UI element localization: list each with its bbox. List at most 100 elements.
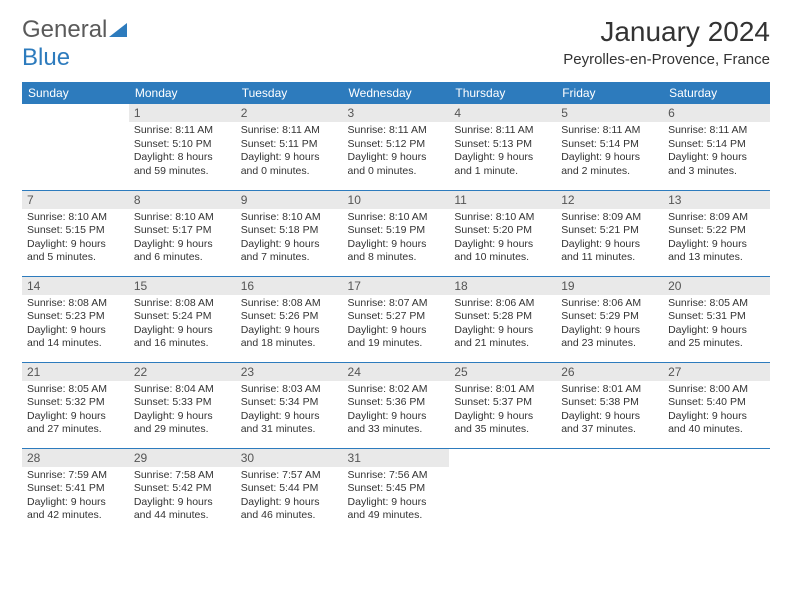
calendar-day-cell: 20 Sunrise: 8:05 AMSunset: 5:31 PMDayligh… (663, 276, 770, 362)
weekday-header: Friday (556, 82, 663, 104)
day-number: 11 (449, 191, 556, 209)
day-number: 3 (343, 104, 450, 122)
day-details: Sunrise: 8:00 AMSunset: 5:40 PMDaylight:… (668, 383, 765, 438)
day-details: Sunrise: 8:10 AMSunset: 5:19 PMDaylight:… (348, 211, 445, 266)
calendar-day-cell: 8 Sunrise: 8:10 AMSunset: 5:17 PMDaylight… (129, 190, 236, 276)
calendar-day-cell: . (449, 448, 556, 534)
logo-triangle-icon (109, 23, 127, 37)
day-details: Sunrise: 7:58 AMSunset: 5:42 PMDaylight:… (134, 469, 231, 524)
day-number: 8 (129, 191, 236, 209)
day-details: Sunrise: 8:10 AMSunset: 5:17 PMDaylight:… (134, 211, 231, 266)
calendar-day-cell: 26Sunrise: 8:01 AMSunset: 5:38 PMDayligh… (556, 362, 663, 448)
calendar-day-cell: 11Sunrise: 8:10 AMSunset: 5:20 PMDayligh… (449, 190, 556, 276)
calendar-week-row: .1 Sunrise: 8:11 AMSunset: 5:10 PMDayligh… (22, 104, 770, 190)
calendar-day-cell: 24Sunrise: 8:02 AMSunset: 5:36 PMDayligh… (343, 362, 450, 448)
calendar-day-cell: 13Sunrise: 8:09 AMSunset: 5:22 PMDayligh… (663, 190, 770, 276)
day-number: 29 (129, 449, 236, 467)
day-details: Sunrise: 8:08 AMSunset: 5:24 PMDaylight:… (134, 297, 231, 352)
title-block: January 2024 Peyrolles-en-Provence, Fran… (563, 16, 770, 68)
day-number: 6 (663, 104, 770, 122)
calendar-day-cell: 12 Sunrise: 8:09 AMSunset: 5:21 PMDayligh… (556, 190, 663, 276)
day-details: Sunrise: 8:03 AMSunset: 5:34 PMDaylight:… (241, 383, 338, 438)
brand-part1: General (22, 16, 107, 43)
weekday-header: Sunday (22, 82, 129, 104)
weekday-header: Thursday (449, 82, 556, 104)
calendar-day-cell: 6 Sunrise: 8:11 AMSunset: 5:14 PMDaylight… (663, 104, 770, 190)
day-details: Sunrise: 8:11 AMSunset: 5:11 PMDaylight:… (241, 124, 338, 179)
day-details: Sunrise: 8:06 AMSunset: 5:28 PMDaylight:… (454, 297, 551, 352)
calendar-day-cell: 25 Sunrise: 8:01 AMSunset: 5:37 PMDayligh… (449, 362, 556, 448)
calendar-day-cell: 9Sunrise: 8:10 AMSunset: 5:18 PMDaylight… (236, 190, 343, 276)
day-number: 31 (343, 449, 450, 467)
day-details: Sunrise: 8:08 AMSunset: 5:26 PMDaylight:… (241, 297, 338, 352)
calendar-week-row: 21 Sunrise: 8:05 AMSunset: 5:32 PMDayligh… (22, 362, 770, 448)
day-details: Sunrise: 7:56 AMSunset: 5:45 PMDaylight:… (348, 469, 445, 524)
calendar-day-cell: 4 Sunrise: 8:11 AMSunset: 5:13 PMDaylight… (449, 104, 556, 190)
day-number: 30 (236, 449, 343, 467)
calendar-day-cell: 7 Sunrise: 8:10 AMSunset: 5:15 PMDaylight… (22, 190, 129, 276)
day-number: 28 (22, 449, 129, 467)
day-number: 7 (22, 191, 129, 209)
day-number: 1 (129, 104, 236, 122)
day-details: Sunrise: 7:57 AMSunset: 5:44 PMDaylight:… (241, 469, 338, 524)
day-details: Sunrise: 8:01 AMSunset: 5:38 PMDaylight:… (561, 383, 658, 438)
brand-part2: Blue (22, 44, 70, 71)
calendar-week-row: 28 Sunrise: 7:59 AMSunset: 5:41 PMDayligh… (22, 448, 770, 534)
calendar-day-cell: 16 Sunrise: 8:08 AMSunset: 5:26 PMDayligh… (236, 276, 343, 362)
calendar-day-cell: 22 Sunrise: 8:04 AMSunset: 5:33 PMDayligh… (129, 362, 236, 448)
calendar-week-row: 14Sunrise: 8:08 AMSunset: 5:23 PMDayligh… (22, 276, 770, 362)
day-details: Sunrise: 8:11 AMSunset: 5:14 PMDaylight:… (668, 124, 765, 179)
calendar-day-cell: 27 Sunrise: 8:00 AMSunset: 5:40 PMDayligh… (663, 362, 770, 448)
location-label: Peyrolles-en-Provence, France (563, 51, 770, 68)
day-number: 20 (663, 277, 770, 295)
calendar-page: GeneralBlue January 2024 Peyrolles-en-Pr… (0, 0, 792, 544)
month-title: January 2024 (563, 16, 770, 48)
day-details: Sunrise: 8:06 AMSunset: 5:29 PMDaylight:… (561, 297, 658, 352)
weekday-header: Tuesday (236, 82, 343, 104)
header: GeneralBlue January 2024 Peyrolles-en-Pr… (22, 16, 770, 72)
calendar-day-cell: 30 Sunrise: 7:57 AMSunset: 5:44 PMDayligh… (236, 448, 343, 534)
day-details: Sunrise: 8:05 AMSunset: 5:31 PMDaylight:… (668, 297, 765, 352)
day-number: 27 (663, 363, 770, 381)
day-number: 5 (556, 104, 663, 122)
calendar-day-cell: . (22, 104, 129, 190)
day-number: 21 (22, 363, 129, 381)
calendar-table: SundayMondayTuesdayWednesdayThursdayFrid… (22, 82, 770, 534)
day-number: 16 (236, 277, 343, 295)
day-number: 4 (449, 104, 556, 122)
weekday-header: Saturday (663, 82, 770, 104)
day-details: Sunrise: 8:11 AMSunset: 5:14 PMDaylight:… (561, 124, 658, 179)
day-details: Sunrise: 8:07 AMSunset: 5:27 PMDaylight:… (348, 297, 445, 352)
calendar-body: .1Sunrise: 8:11 AMSunset: 5:10 PMDayligh… (22, 104, 770, 534)
day-number: 10 (343, 191, 450, 209)
day-details: Sunrise: 8:10 AMSunset: 5:15 PMDaylight:… (27, 211, 124, 266)
day-details: Sunrise: 8:09 AMSunset: 5:21 PMDaylight:… (561, 211, 658, 266)
day-details: Sunrise: 8:05 AMSunset: 5:32 PMDaylight:… (27, 383, 124, 438)
day-number: 24 (343, 363, 450, 381)
calendar-day-cell: 31 Sunrise: 7:56 AMSunset: 5:45 PMDayligh… (343, 448, 450, 534)
calendar-day-cell: 5 Sunrise: 8:11 AMSunset: 5:14 PMDaylight… (556, 104, 663, 190)
day-number: 12 (556, 191, 663, 209)
day-details: Sunrise: 8:10 AMSunset: 5:18 PMDaylight:… (241, 211, 338, 266)
calendar-day-cell: 28 Sunrise: 7:59 AMSunset: 5:41 PMDayligh… (22, 448, 129, 534)
calendar-day-cell: 1 Sunrise: 8:11 AMSunset: 5:10 PMDaylight… (129, 104, 236, 190)
day-number: 25 (449, 363, 556, 381)
day-details: Sunrise: 8:11 AMSunset: 5:13 PMDaylight:… (454, 124, 551, 179)
day-details: Sunrise: 8:11 AMSunset: 5:12 PMDaylight:… (348, 124, 445, 179)
calendar-day-cell: 18Sunrise: 8:06 AMSunset: 5:28 PMDayligh… (449, 276, 556, 362)
calendar-day-cell: 14Sunrise: 8:08 AMSunset: 5:23 PMDayligh… (22, 276, 129, 362)
day-details: Sunrise: 8:04 AMSunset: 5:33 PMDaylight:… (134, 383, 231, 438)
calendar-day-cell: 3 Sunrise: 8:11 AMSunset: 5:12 PMDaylight… (343, 104, 450, 190)
calendar-day-cell: . (556, 448, 663, 534)
calendar-week-row: 7 Sunrise: 8:10 AMSunset: 5:15 PMDaylight… (22, 190, 770, 276)
day-details: Sunrise: 8:01 AMSunset: 5:37 PMDaylight:… (454, 383, 551, 438)
calendar-day-cell: 2Sunrise: 8:11 AMSunset: 5:11 PMDaylight… (236, 104, 343, 190)
calendar-day-cell: . (663, 448, 770, 534)
day-number: 23 (236, 363, 343, 381)
day-number: 17 (343, 277, 450, 295)
calendar-day-cell: 21 Sunrise: 8:05 AMSunset: 5:32 PMDayligh… (22, 362, 129, 448)
day-details: Sunrise: 8:11 AMSunset: 5:10 PMDaylight:… (134, 124, 231, 179)
day-details: Sunrise: 7:59 AMSunset: 5:41 PMDaylight:… (27, 469, 124, 524)
day-number: 22 (129, 363, 236, 381)
calendar-day-cell: 23 Sunrise: 8:03 AMSunset: 5:34 PMDayligh… (236, 362, 343, 448)
